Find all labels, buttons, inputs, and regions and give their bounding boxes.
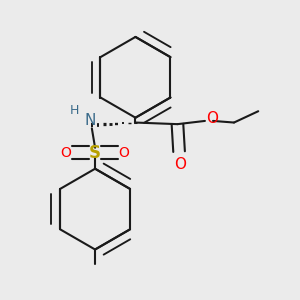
Text: S: S (89, 144, 101, 162)
Text: O: O (119, 146, 130, 160)
Text: O: O (174, 158, 186, 172)
Text: O: O (61, 146, 71, 160)
Text: O: O (206, 111, 218, 126)
Text: N: N (85, 113, 96, 128)
Text: H: H (69, 104, 79, 117)
